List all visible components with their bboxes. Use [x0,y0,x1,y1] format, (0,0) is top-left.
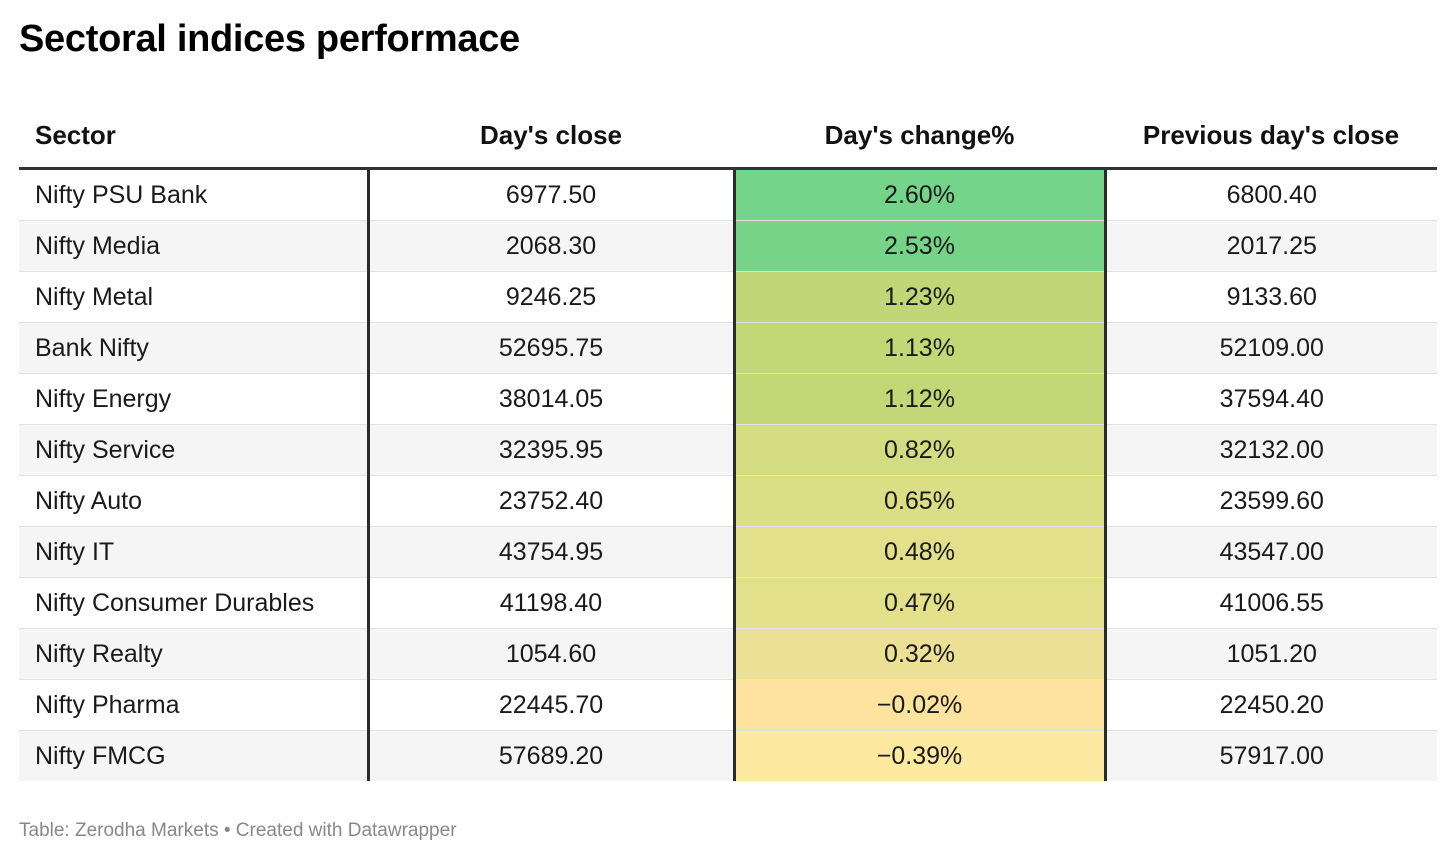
cell-previous-close: 43547.00 [1105,526,1437,578]
cell-days-close: 41198.40 [366,577,734,629]
cell-sector: Nifty Metal [19,271,368,323]
header-days-change[interactable]: Day's change% [734,104,1105,170]
table-row: Nifty Energy 38014.05 1.12% 37594.40 [19,373,1437,425]
source-footer: Table: Zerodha Markets • Created with Da… [19,820,457,841]
cell-sector: Nifty Auto [19,475,368,527]
cell-days-change: 0.32% [732,628,1107,680]
cell-sector: Nifty PSU Bank [19,168,368,221]
table-row: Nifty PSU Bank 6977.50 2.60% 6800.40 [19,168,1437,221]
table-row: Bank Nifty 52695.75 1.13% 52109.00 [19,322,1437,374]
header-previous-close[interactable]: Previous day's close [1105,104,1437,170]
cell-days-close: 2068.30 [366,220,734,272]
cell-days-change: 2.53% [732,220,1107,272]
cell-sector: Nifty IT [19,526,368,578]
cell-days-change: 0.82% [732,424,1107,476]
cell-days-close: 1054.60 [366,628,734,680]
sector-table: Sector Day's close Day's change% Previou… [19,104,1437,781]
cell-sector: Nifty Pharma [19,679,368,731]
table-row: Nifty Media 2068.30 2.53% 2017.25 [19,220,1437,272]
cell-days-close: 43754.95 [366,526,734,578]
table-row: Nifty Consumer Durables 41198.40 0.47% 4100… [19,577,1437,629]
header-row: Sector Day's close Day's change% Previou… [19,104,1437,170]
cell-previous-close: 41006.55 [1105,577,1437,629]
chart-title: Sectoral indices performace [19,18,520,60]
cell-days-change: −0.02% [732,679,1107,731]
cell-days-change: 2.60% [732,168,1107,221]
cell-days-close: 38014.05 [366,373,734,425]
cell-previous-close: 9133.60 [1105,271,1437,323]
cell-days-change: 1.13% [732,322,1107,374]
cell-sector: Nifty Consumer Durables [19,577,368,629]
cell-days-close: 6977.50 [366,168,734,221]
table-row: Nifty Pharma 22445.70 −0.02% 22450.20 [19,679,1437,731]
cell-sector: Nifty Service [19,424,368,476]
cell-sector: Nifty Energy [19,373,368,425]
cell-days-close: 57689.20 [366,730,734,781]
cell-sector: Nifty Realty [19,628,368,680]
cell-previous-close: 57917.00 [1105,730,1437,781]
table-row: Nifty Service 32395.95 0.82% 32132.00 [19,424,1437,476]
cell-previous-close: 52109.00 [1105,322,1437,374]
cell-sector: Bank Nifty [19,322,368,374]
cell-days-change: 0.48% [732,526,1107,578]
cell-days-close: 52695.75 [366,322,734,374]
cell-days-close: 23752.40 [366,475,734,527]
cell-sector: Nifty Media [19,220,368,272]
table-row: Nifty IT 43754.95 0.48% 43547.00 [19,526,1437,578]
header-days-close[interactable]: Day's close [368,104,734,170]
cell-days-change: 0.65% [732,475,1107,527]
cell-previous-close: 6800.40 [1105,168,1437,221]
header-sector[interactable]: Sector [19,104,368,170]
cell-previous-close: 1051.20 [1105,628,1437,680]
cell-days-close: 22445.70 [366,679,734,731]
cell-previous-close: 23599.60 [1105,475,1437,527]
cell-days-change: 1.23% [732,271,1107,323]
cell-previous-close: 22450.20 [1105,679,1437,731]
cell-days-change: 0.47% [732,577,1107,629]
cell-days-close: 9246.25 [366,271,734,323]
table-row: Nifty Realty 1054.60 0.32% 1051.20 [19,628,1437,680]
cell-sector: Nifty FMCG [19,730,368,781]
cell-days-close: 32395.95 [366,424,734,476]
cell-previous-close: 2017.25 [1105,220,1437,272]
table-body: Nifty PSU Bank 6977.50 2.60% 6800.40 Nifty M… [19,168,1437,781]
cell-previous-close: 37594.40 [1105,373,1437,425]
cell-days-change: −0.39% [732,730,1107,781]
table-row: Nifty FMCG 57689.20 −0.39% 57917.00 [19,730,1437,781]
table-row: Nifty Metal 9246.25 1.23% 9133.60 [19,271,1437,323]
table-row: Nifty Auto 23752.40 0.65% 23599.60 [19,475,1437,527]
cell-previous-close: 32132.00 [1105,424,1437,476]
cell-days-change: 1.12% [732,373,1107,425]
